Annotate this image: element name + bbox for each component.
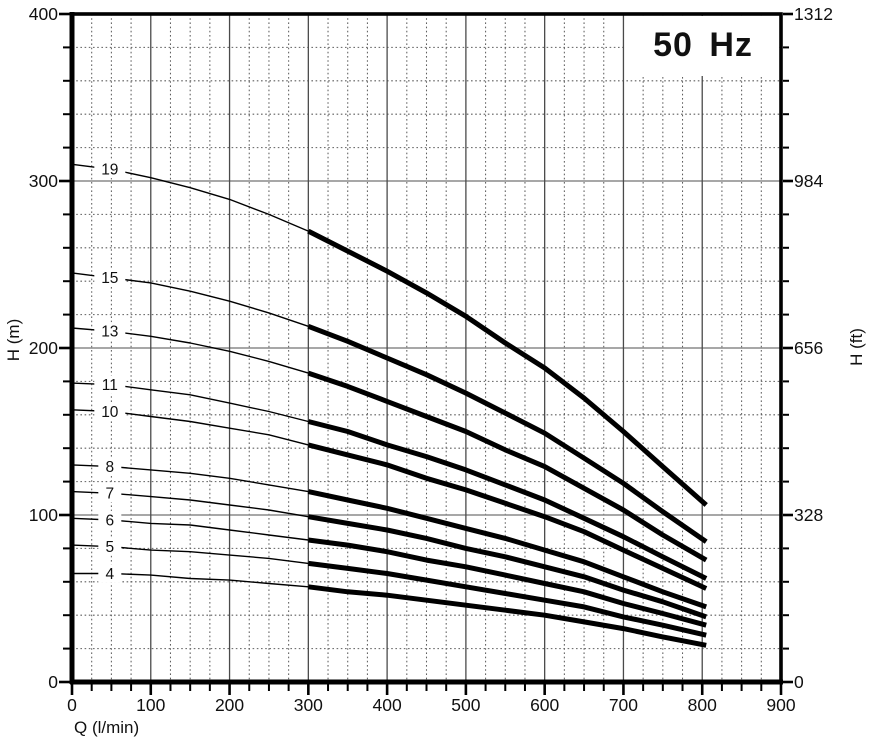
y-right-tick-label: 656	[794, 338, 823, 358]
y-left-tick-label: 400	[29, 4, 58, 24]
curve-label-box-19	[94, 160, 126, 179]
curve-label-box-15	[94, 268, 126, 287]
curve-label-box-5	[98, 537, 122, 556]
curve-labels: 19 15 13 11 10 8 7 6 5 4	[94, 160, 126, 583]
grid-minor	[72, 14, 781, 682]
curve-label-15: 15	[101, 270, 118, 287]
curve-label-5: 5	[106, 539, 115, 556]
frequency-title-box	[626, 16, 779, 76]
y-left-tick-label: 300	[29, 171, 58, 191]
x-tick-label: 800	[688, 695, 717, 715]
curve-heavy-segment-15	[307, 323, 708, 544]
y-right-tick-label: 328	[794, 505, 823, 525]
y-right-tick-label: 984	[794, 171, 823, 191]
curve-heavy-segment-10	[307, 442, 708, 591]
curve-label-19: 19	[101, 162, 118, 179]
curve-label-8: 8	[106, 459, 115, 476]
curve-label-10: 10	[101, 404, 119, 421]
plot-frame	[69, 12, 783, 685]
curve-heavy-segment-8	[307, 489, 708, 610]
curve-label-box-11	[94, 375, 126, 394]
curve-label-box-4	[98, 564, 122, 583]
pump-curves	[71, 163, 708, 648]
curve-heavy-segment-6	[307, 537, 707, 628]
curve-label-box-10	[94, 402, 126, 421]
curve-heavy-segment-7	[307, 514, 708, 620]
x-tick-label: 900	[766, 695, 795, 715]
curve-label-7: 7	[106, 486, 115, 503]
curve-heavy-segment-11	[307, 419, 708, 581]
pump-curve-5	[71, 544, 707, 638]
curve-label-box-7	[98, 484, 122, 503]
pump-curve-19	[71, 163, 708, 507]
curve-label-13: 13	[101, 324, 118, 341]
curve-label-4: 4	[106, 566, 115, 583]
y-left-tick-labels: 400 300 200 100 0	[29, 4, 58, 692]
x-tick-label: 600	[530, 695, 559, 715]
y-right-tick-label: 0	[794, 672, 804, 692]
curve-heavy-segment-4	[307, 584, 707, 648]
grid-major-horizontal	[72, 180, 781, 516]
curve-label-11: 11	[102, 377, 118, 394]
y-left-tick-label: 100	[29, 505, 58, 525]
curve-label-6: 6	[106, 512, 115, 529]
axis-ticks	[59, 12, 793, 695]
curve-heavy-segment-13	[307, 370, 708, 563]
x-tick-label: 100	[136, 695, 165, 715]
x-tick-label: 0	[67, 695, 77, 715]
x-tick-labels: 0 100 200 300 400 500 600 700 800 900	[67, 695, 796, 715]
x-axis-title: Q (l/min)	[74, 718, 140, 737]
y-axis-title-left: H (m)	[4, 318, 23, 362]
curve-label-box-13	[94, 322, 126, 341]
grid-major-vertical	[150, 14, 703, 682]
y-left-tick-label: 200	[29, 338, 58, 358]
curve-label-box-6	[98, 510, 122, 529]
y-right-tick-label: 1312	[794, 4, 833, 24]
y-axis-title-right: H (ft)	[847, 328, 866, 366]
y-left-tick-label: 0	[48, 672, 58, 692]
x-tick-label: 500	[451, 695, 480, 715]
pump-curve-10	[71, 409, 708, 591]
x-tick-label: 200	[215, 695, 244, 715]
x-tick-label: 400	[373, 695, 402, 715]
x-tick-label: 700	[609, 695, 638, 715]
x-tick-label: 300	[294, 695, 323, 715]
curve-label-box-8	[98, 457, 122, 476]
curve-heavy-segment-5	[307, 560, 707, 638]
pump-curve-11	[71, 382, 708, 581]
y-right-tick-labels: 1312 984 656 328 0	[794, 4, 833, 692]
curve-heavy-segment-19	[307, 228, 708, 507]
